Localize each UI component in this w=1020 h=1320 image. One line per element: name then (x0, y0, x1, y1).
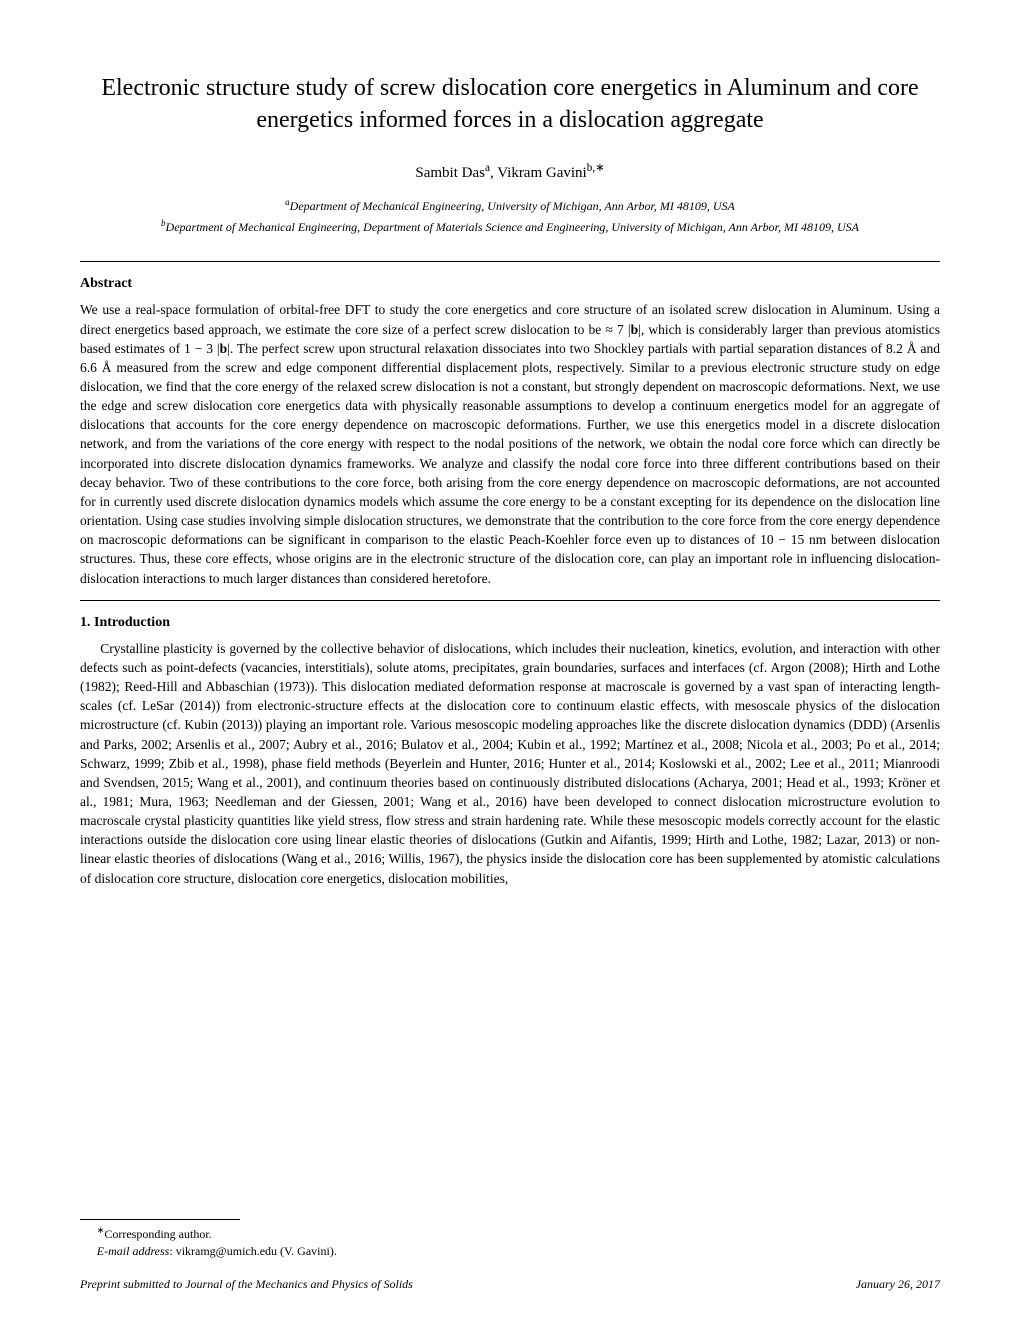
page-footer: Preprint submitted to Journal of the Mec… (80, 1277, 940, 1292)
footnote-email: E-mail address: vikramg@umich.edu (V. Ga… (80, 1243, 940, 1260)
affiliation-a: aDepartment of Mechanical Engineering, U… (80, 196, 940, 215)
rule-bottom (80, 600, 940, 601)
footnote-corresponding: ∗Corresponding author. (80, 1224, 940, 1243)
section-1-body: Crystalline plasticity is governed by th… (80, 639, 940, 888)
abstract-body: We use a real-space formulation of orbit… (80, 300, 940, 587)
paper-title: Electronic structure study of screw disl… (80, 72, 940, 137)
abstract-heading: Abstract (80, 276, 940, 292)
footnote-rule (80, 1219, 240, 1220)
section-1-heading: 1. Introduction (80, 615, 940, 631)
affiliation-b: bDepartment of Mechanical Engineering, D… (80, 217, 940, 236)
authors-line: Sambit Dasa, Vikram Gavinib,∗ (80, 161, 940, 182)
rule-top (80, 261, 940, 262)
footnote-block: ∗Corresponding author. E-mail address: v… (80, 1219, 940, 1260)
footer-right: January 26, 2017 (856, 1277, 940, 1292)
footer-left: Preprint submitted to Journal of the Mec… (80, 1277, 413, 1292)
